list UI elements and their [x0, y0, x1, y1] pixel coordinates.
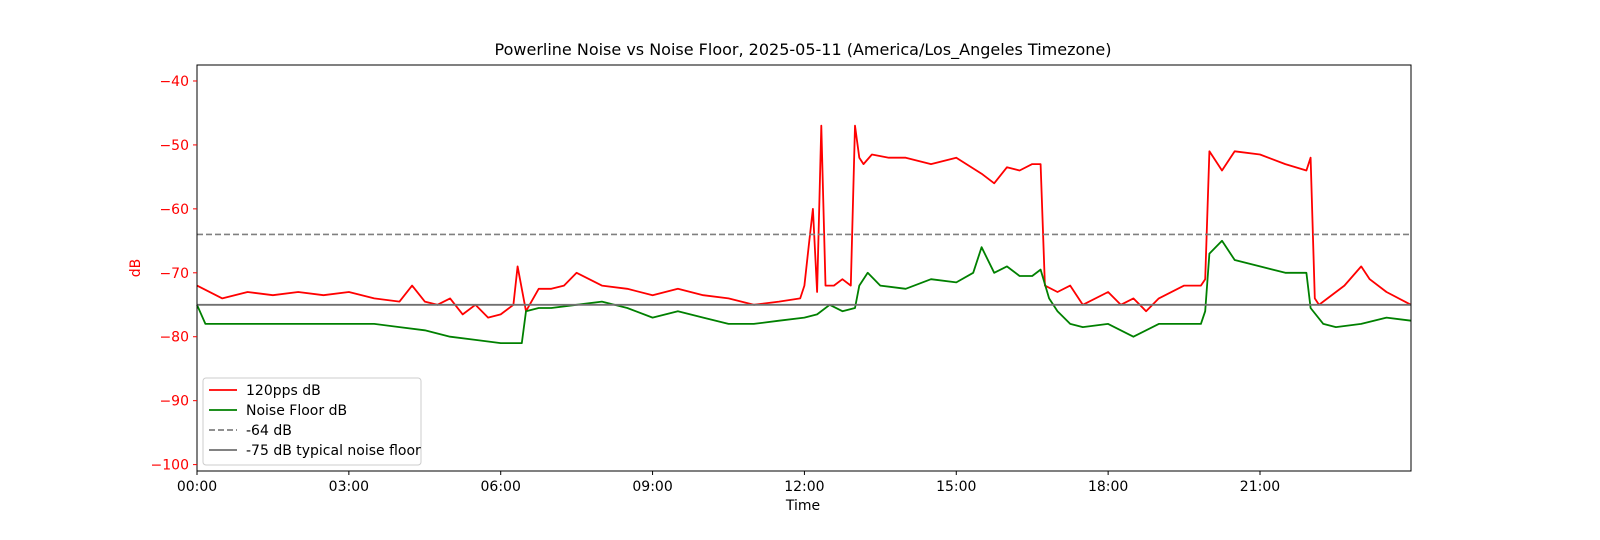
x-tick-label: 18:00 [1088, 479, 1128, 495]
y-axis-label: dB [128, 259, 144, 278]
x-axis: 00:00 03:00 06:00 09:00 12:00 15:00 18:00 21:00 [177, 471, 1280, 495]
y-tick-label: −50 [159, 138, 189, 154]
series-line-1 [196, 239, 1412, 345]
x-tick-label: 15:00 [936, 479, 976, 495]
x-tick-label: 12:00 [784, 479, 824, 495]
y-tick-label: −60 [159, 202, 189, 218]
x-tick-label: 03:00 [329, 479, 369, 495]
y-tick-label: −80 [159, 330, 189, 346]
legend-label: -75 dB typical noise floor [246, 443, 421, 459]
legend-box [202, 377, 422, 466]
x-axis-label: Time [785, 498, 820, 514]
legend-label: Noise Floor dB [246, 403, 347, 419]
series-line-0 [196, 124, 1412, 319]
x-tick-label: 09:00 [632, 479, 672, 495]
y-tick-label: −100 [151, 458, 189, 474]
y-axis: −40 −50 −60 −70 −80 −90 −100 [151, 74, 197, 474]
y-tick-label: −40 [159, 74, 189, 90]
legend-label: 120pps dB [246, 383, 321, 399]
y-tick-label: −70 [159, 266, 189, 282]
y-tick-label: −90 [159, 394, 189, 410]
x-tick-label: 00:00 [177, 479, 217, 495]
plot-lines [196, 124, 1412, 345]
chart-title: Powerline Noise vs Noise Floor, 2025-05-… [495, 40, 1112, 60]
legend: 120pps dB Noise Floor dB -64 dB -75 dB typi… [202, 377, 422, 466]
x-tick-label: 06:00 [481, 479, 521, 495]
legend-label: -64 dB [246, 423, 292, 439]
x-tick-label: 21:00 [1240, 479, 1280, 495]
